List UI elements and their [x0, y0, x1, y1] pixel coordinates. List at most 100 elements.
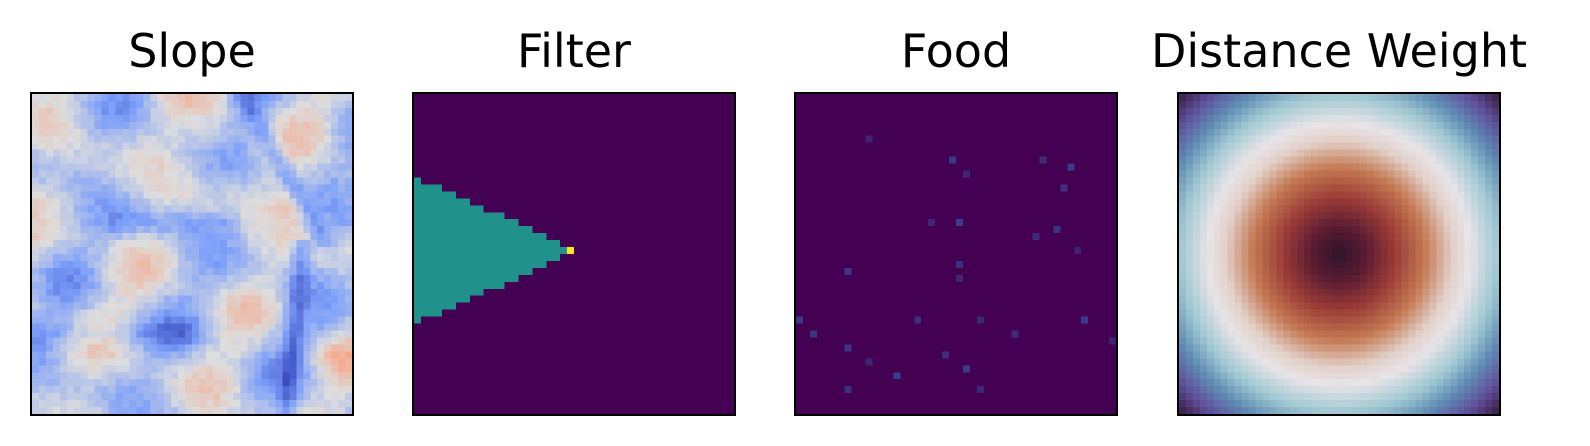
distance-weight-cell: [1457, 121, 1465, 129]
slope-cell: [219, 100, 227, 109]
slope-cell: [164, 254, 172, 262]
distance-weight-cell: [1283, 288, 1291, 296]
slope-cell: [219, 142, 227, 150]
slope-cell: [45, 400, 54, 408]
slope-cell: [108, 100, 116, 109]
distance-weight-cell: [1269, 198, 1277, 206]
slope-cell: [157, 198, 165, 206]
distance-weight-cell: [1422, 393, 1430, 401]
slope-cell: [129, 226, 137, 234]
distance-weight-cell: [1436, 100, 1444, 109]
distance-weight-cell: [1290, 295, 1298, 303]
distance-weight-cell: [1325, 247, 1333, 255]
slope-cell: [282, 260, 290, 269]
slope-cell: [136, 163, 144, 171]
distance-weight-cell: [1290, 400, 1298, 408]
slope-cell: [143, 351, 151, 359]
slope-cell: [310, 170, 318, 178]
distance-weight-cell: [1290, 358, 1298, 366]
distance-weight-cell: [1185, 177, 1194, 185]
distance-weight-cell: [1262, 128, 1270, 136]
slope-cell: [240, 170, 248, 178]
distance-weight-cell: [1485, 121, 1493, 129]
slope-cell: [303, 94, 311, 102]
distance-weight-cell: [1248, 212, 1256, 220]
slope-panel: Slope: [30, 0, 354, 446]
slope-cell: [143, 149, 151, 157]
slope-cell: [150, 114, 158, 122]
distance-weight-cell: [1234, 205, 1242, 213]
distance-weight-cell: [1394, 100, 1402, 109]
distance-weight-cell: [1366, 177, 1374, 185]
distance-weight-cell: [1179, 309, 1187, 317]
slope-cell: [219, 274, 227, 282]
slope-cell: [164, 344, 172, 352]
slope-cell: [226, 149, 234, 157]
slope-cell: [324, 135, 332, 143]
distance-weight-cell: [1318, 344, 1326, 352]
distance-weight-cell: [1359, 94, 1367, 102]
slope-cell: [275, 191, 283, 199]
slope-cell: [275, 351, 283, 359]
slope-cell: [108, 274, 116, 282]
slope-cell: [226, 128, 234, 136]
slope-cell: [233, 302, 241, 310]
distance-weight-cell: [1492, 149, 1499, 157]
slope-cell: [198, 163, 207, 171]
distance-weight-cell: [1359, 121, 1367, 129]
filter-center-point: [567, 247, 574, 254]
distance-weight-cell: [1234, 344, 1242, 352]
distance-weight-cell: [1373, 121, 1381, 129]
distance-weight-cell: [1485, 309, 1493, 317]
slope-cell: [338, 233, 346, 241]
distance-weight-cell: [1234, 295, 1242, 303]
distance-weight-cell: [1464, 184, 1472, 192]
distance-weight-cell: [1206, 149, 1214, 157]
distance-weight-cell: [1436, 226, 1444, 234]
distance-weight-cell: [1283, 400, 1291, 408]
distance-weight-cell: [1206, 94, 1214, 102]
slope-cell: [310, 198, 318, 206]
distance-weight-cell: [1283, 191, 1291, 199]
slope-cell: [212, 407, 220, 414]
distance-weight-cell: [1429, 281, 1437, 289]
slope-cell: [275, 344, 283, 352]
slope-cell: [205, 393, 214, 401]
distance-weight-cell: [1185, 344, 1194, 352]
slope-cell: [338, 240, 346, 248]
distance-weight-cell: [1311, 393, 1319, 401]
distance-weight-cell: [1450, 365, 1458, 373]
distance-weight-cell: [1345, 302, 1354, 310]
distance-weight-cell: [1304, 128, 1312, 136]
distance-weight-cell: [1352, 142, 1361, 150]
slope-cell: [296, 212, 304, 220]
slope-cell: [122, 302, 130, 310]
distance-weight-cell: [1283, 94, 1291, 102]
distance-weight-cell: [1366, 149, 1374, 157]
distance-weight-cell: [1352, 205, 1361, 213]
distance-weight-cell: [1283, 128, 1291, 136]
slope-cell: [261, 247, 269, 255]
slope-cell: [157, 295, 165, 303]
slope-cell: [45, 337, 54, 345]
distance-weight-cell: [1318, 274, 1326, 282]
slope-cell: [52, 128, 60, 136]
slope-cell: [52, 135, 60, 143]
slope-cell: [157, 407, 165, 414]
distance-weight-cell: [1227, 149, 1235, 157]
slope-cell: [317, 316, 325, 324]
slope-cell: [261, 156, 269, 164]
distance-weight-cell: [1366, 121, 1374, 129]
distance-weight-cell: [1185, 351, 1194, 359]
slope-cell: [122, 156, 130, 164]
slope-cell: [157, 114, 165, 122]
distance-weight-cell: [1345, 128, 1354, 136]
slope-cell: [150, 330, 158, 338]
slope-cell: [226, 302, 234, 310]
slope-cell: [185, 94, 193, 102]
distance-weight-cell: [1241, 351, 1249, 359]
distance-weight-cell: [1436, 247, 1444, 255]
slope-cell: [38, 212, 47, 220]
distance-weight-cell: [1450, 184, 1458, 192]
distance-weight-cell: [1401, 212, 1409, 220]
